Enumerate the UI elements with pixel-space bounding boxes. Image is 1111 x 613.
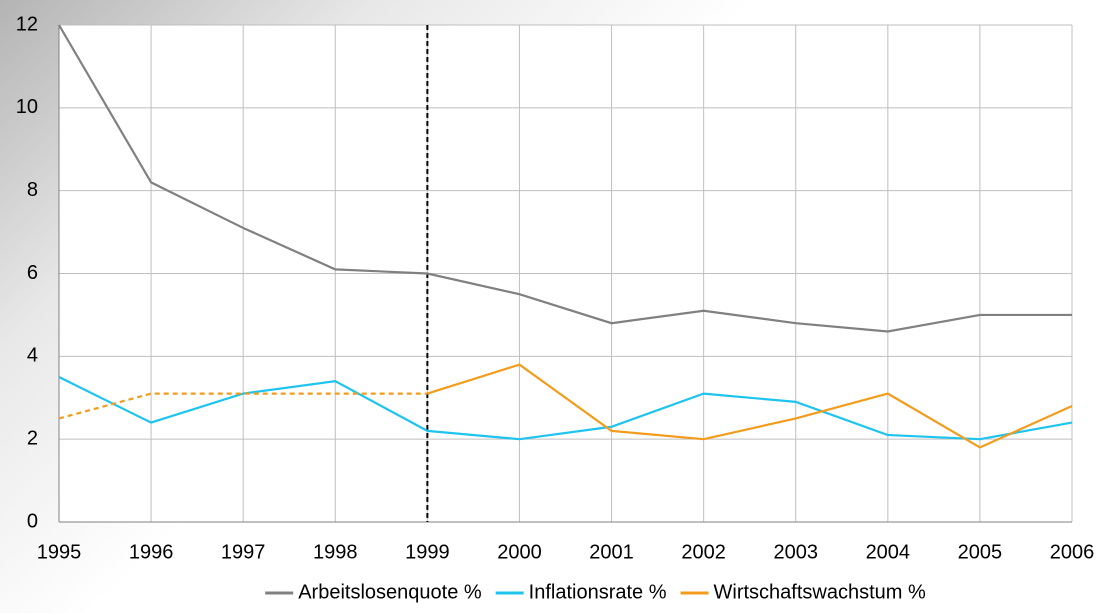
x-tick-label: 2002 [681, 541, 726, 563]
legend-label: Inflationsrate % [529, 581, 667, 603]
y-tick-label: 2 [27, 427, 38, 449]
x-tick-label: 2000 [497, 541, 542, 563]
series-line [58, 392, 428, 420]
x-tick-label: 1998 [313, 541, 358, 563]
y-tick-label: 4 [27, 345, 38, 367]
x-tick-label: 2005 [958, 541, 1003, 563]
series-line [427, 363, 1073, 449]
y-tick-label: 0 [27, 510, 38, 532]
y-tick-label: 8 [27, 179, 38, 201]
x-tick-label: 1999 [405, 541, 450, 563]
x-tick-label: 1997 [221, 541, 266, 563]
x-tick-label: 1996 [129, 541, 174, 563]
series-line [58, 376, 1073, 441]
legend-label: Arbeitslosenquote % [298, 581, 482, 603]
y-tick-label: 6 [27, 262, 38, 284]
legend-label: Wirtschaftswachstum % [714, 581, 926, 603]
series-line [58, 24, 1072, 333]
x-tick-label: 2004 [866, 541, 911, 563]
x-tick-label: 2003 [773, 541, 818, 563]
x-tick-label: 1995 [37, 541, 82, 563]
y-tick-label: 10 [16, 96, 38, 118]
y-tick-label: 12 [16, 13, 38, 35]
x-tick-label: 2001 [589, 541, 634, 563]
x-tick-label: 2006 [1050, 541, 1095, 563]
